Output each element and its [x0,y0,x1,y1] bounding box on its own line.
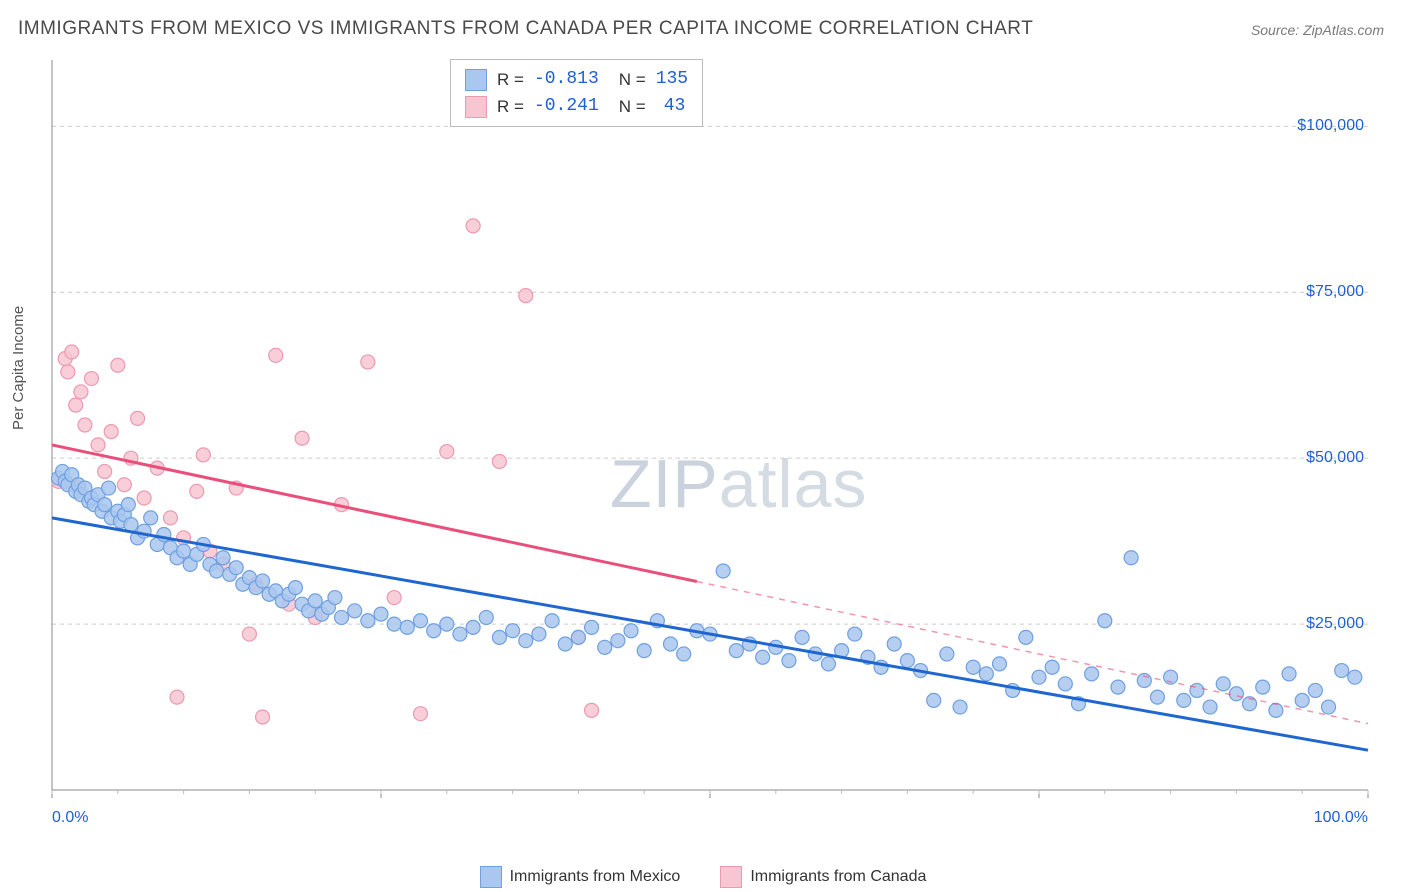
chart-area: ZIPatlas R = -0.813 N = 135 R = -0.241 N… [50,55,1370,825]
y-tick-label: $100,000 [1297,117,1364,135]
source-attribution: Source: ZipAtlas.com [1251,22,1384,38]
swatch-canada [465,96,487,118]
stat-n-canada: 43 [664,93,686,120]
swatch-mexico [465,69,487,91]
stats-row-mexico: R = -0.813 N = 135 [465,66,688,93]
legend-label-mexico: Immigrants from Mexico [510,868,681,886]
stat-n-mexico: 135 [656,66,688,93]
y-axis-label: Per Capita Income [10,306,27,430]
stat-n-label: N = [619,67,646,93]
x-axis-end-label: 100.0% [1314,809,1368,827]
stat-r-label: R = [497,94,524,120]
stat-r-canada: -0.241 [534,93,599,120]
legend-item-mexico: Immigrants from Mexico [480,866,681,888]
bottom-legend: Immigrants from Mexico Immigrants from C… [0,866,1406,888]
stats-row-canada: R = -0.241 N = 43 [465,93,688,120]
scatter-plot [50,55,1370,825]
legend-item-canada: Immigrants from Canada [720,866,926,888]
legend-swatch-mexico [480,866,502,888]
y-tick-label: $75,000 [1306,283,1364,301]
stat-r-label: R = [497,67,524,93]
y-tick-label: $50,000 [1306,449,1364,467]
stats-box: R = -0.813 N = 135 R = -0.241 N = 43 [450,59,703,127]
legend-swatch-canada [720,866,742,888]
stat-r-mexico: -0.813 [534,66,599,93]
stat-n-label: N = [619,94,646,120]
x-axis-start-label: 0.0% [52,809,88,827]
chart-title: IMMIGRANTS FROM MEXICO VS IMMIGRANTS FRO… [18,18,1033,40]
legend-label-canada: Immigrants from Canada [750,868,926,886]
y-tick-label: $25,000 [1306,615,1364,633]
